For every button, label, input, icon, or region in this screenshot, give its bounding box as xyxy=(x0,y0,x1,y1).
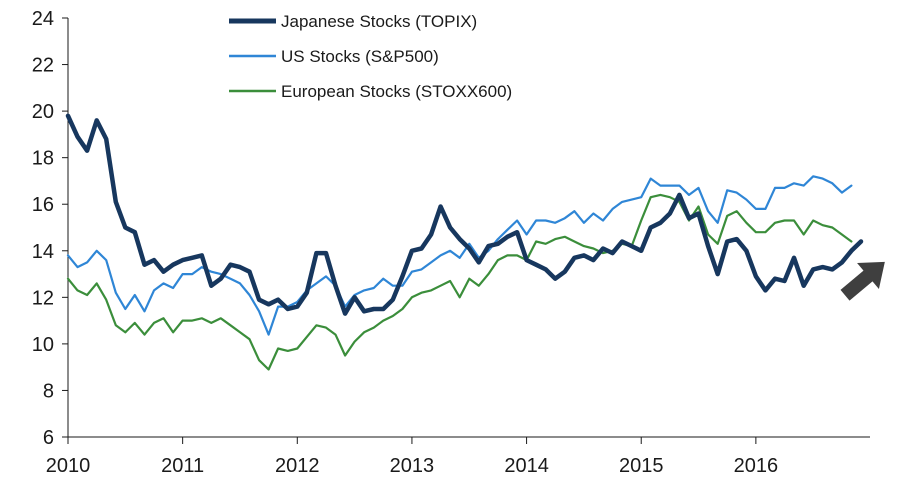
y-tick-label: 16 xyxy=(32,194,54,216)
x-tick-label: 2011 xyxy=(161,455,204,477)
x-tick-label: 2010 xyxy=(46,455,91,477)
y-tick-label: 18 xyxy=(32,148,54,170)
series-line-2 xyxy=(66,193,853,371)
x-tick-label: 2012 xyxy=(275,455,320,477)
y-tick-label: 14 xyxy=(32,241,54,263)
x-tick-label: 2014 xyxy=(504,455,549,477)
legend: Japanese Stocks (TOPIX) US Stocks (S&P50… xyxy=(229,12,512,101)
legend-label-topix: Japanese Stocks (TOPIX) xyxy=(281,12,477,31)
trend-arrow-annotation xyxy=(840,261,885,301)
legend-label-sp500: US Stocks (S&P500) xyxy=(281,47,439,66)
y-tick-label: 12 xyxy=(32,287,54,309)
up-right-arrow-icon xyxy=(840,261,885,301)
series-line-1 xyxy=(66,175,853,336)
y-tick-label: 22 xyxy=(32,55,54,77)
y-tick-label: 10 xyxy=(32,334,54,356)
y-tick-label: 24 xyxy=(32,8,54,30)
x-tick-label: 2016 xyxy=(734,455,779,477)
y-tick-label: 6 xyxy=(43,427,54,449)
series-lines xyxy=(65,113,864,371)
x-tick-label: 2015 xyxy=(619,455,664,477)
x-tick-label: 2013 xyxy=(390,455,435,477)
legend-label-stoxx600: European Stocks (STOXX600) xyxy=(281,82,512,101)
y-tick-label: 8 xyxy=(43,380,54,402)
series-line-0 xyxy=(65,113,864,316)
y-tick-label: 20 xyxy=(32,101,54,123)
x-ticks: 2010 2011 2012 2013 2014 2015 2016 xyxy=(46,437,778,477)
y-ticks: 6 8 10 12 14 16 18 20 22 24 xyxy=(32,8,68,449)
